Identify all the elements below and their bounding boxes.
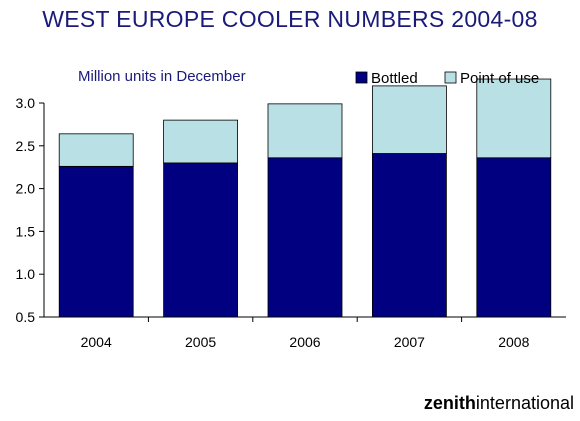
brand-bold: zenith [423,393,476,413]
x-tick-label: 2008 [498,334,529,350]
legend-swatch [355,71,368,84]
legend: Bottled Point of use [355,70,539,87]
x-tick-label: 2004 [81,334,112,350]
legend-label: Bottled [371,70,418,87]
y-tick-label: 2.0 [16,181,36,197]
bar-point-of-use [163,119,239,164]
brand-logo: zenithinternational [424,393,574,414]
y-tick-label: 2.5 [16,138,36,154]
brand-rest: international [475,393,574,413]
chart-title: WEST EUROPE COOLER NUMBERS 2004-08 [42,6,538,32]
y-tick-label: 0.5 [16,309,36,325]
axes: 0.5 1.0 1.5 2.0 2.5 3.0 2004 2005 2006 2007 2008 [16,95,566,350]
x-tick-label: 2006 [289,334,320,350]
bar-bottled [58,165,134,318]
legend-swatch [444,71,457,84]
x-tick-label: 2005 [185,334,216,350]
y-tick-label: 3.0 [16,95,36,111]
bar-bottled [371,153,447,318]
y-tick-label: 1.0 [16,266,36,282]
bar-point-of-use [58,133,134,167]
chart-subtitle: Million units in December [78,68,246,85]
bar-point-of-use [267,103,343,159]
bar-bottled [267,157,343,318]
legend-label: Point of use [460,70,539,87]
bar-bottled [476,157,552,318]
bar-point-of-use [371,85,447,154]
bar-bottled [163,162,239,318]
y-tick-label: 1.5 [16,223,36,239]
bar-point-of-use [476,78,552,159]
x-tick-label: 2007 [394,334,425,350]
bars [58,78,552,318]
